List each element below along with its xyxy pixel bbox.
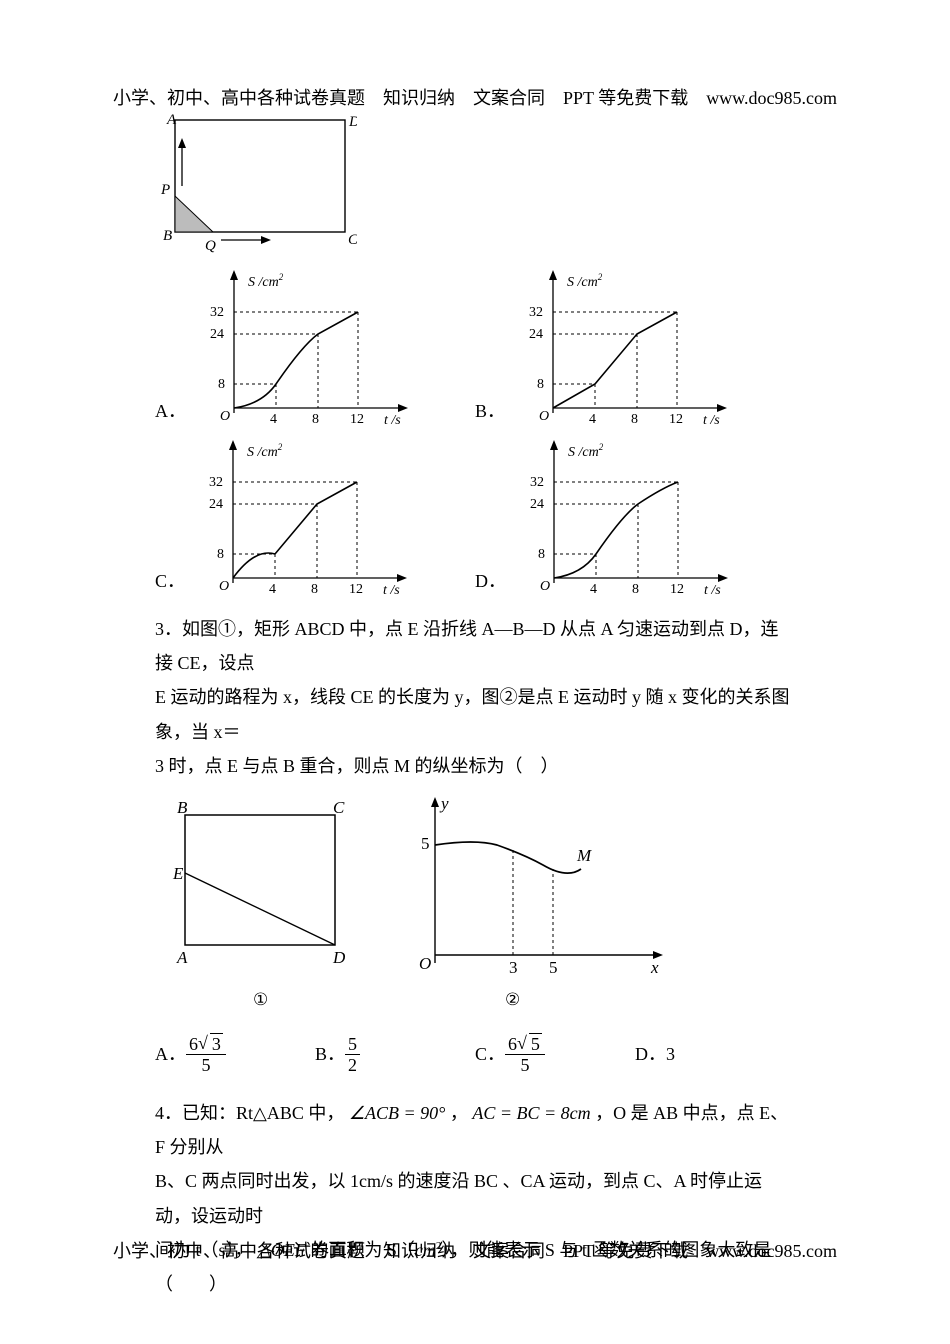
q3-line3: 3 时，点 E 与点 B 重合，则点 M 的纵坐标为（ ） [155, 756, 559, 776]
svg-text:4: 4 [590, 582, 597, 597]
opt-A: A． O S /cm2 t /s 8 24 [155, 268, 475, 428]
svg-text:O: O [540, 579, 550, 594]
opt-C: C． O S /cm2 t /s 8 24 32 [155, 438, 475, 598]
q3-opt-C: C． 65 5 [475, 1035, 635, 1074]
chart-C: O S /cm2 t /s 8 24 32 4 8 12 [191, 438, 411, 598]
vertex-A: A [166, 114, 177, 128]
svg-text:12: 12 [350, 412, 364, 427]
page: 小学、初中、高中各种试卷真题 知识归纳 文案合同 PPT 等免费下载 www.d… [0, 0, 950, 1344]
opt-row-2: C． O S /cm2 t /s 8 24 32 [155, 438, 795, 598]
svg-text:②: ② [505, 990, 520, 1009]
svg-text:O: O [539, 409, 549, 424]
svg-text:t /s: t /s [703, 413, 720, 428]
svg-text:t /s: t /s [383, 583, 400, 598]
q3-options: A． 63 5 B． 5 2 C． 65 5 [155, 1035, 795, 1074]
svg-text:O: O [220, 409, 230, 424]
svg-text:4: 4 [270, 412, 277, 427]
svg-text:4: 4 [269, 582, 276, 597]
svg-text:5: 5 [421, 834, 430, 853]
opt-B: B． O S /cm2 t /s 8 24 32 [475, 268, 795, 428]
q3-C-label: C． [475, 1040, 505, 1069]
svg-text:8: 8 [537, 377, 544, 392]
q3-opt-B: B． 5 2 [315, 1035, 475, 1074]
svg-text:32: 32 [529, 305, 543, 320]
svg-text:C: C [333, 798, 345, 817]
q3-D-label: D． [635, 1040, 666, 1069]
svg-text:y: y [439, 795, 449, 813]
chart-A: O S /cm2 t /s 8 24 32 4 8 12 [192, 268, 412, 428]
svg-text:S /cm2: S /cm2 [248, 272, 284, 290]
chart-D: O S /cm2 t /s 8 24 32 4 8 12 [512, 438, 732, 598]
q3-svg: B C E A D ① O y x 5 [155, 795, 675, 1025]
svg-text:S /cm2: S /cm2 [567, 272, 603, 290]
q3-line2: E 运动的路程为 x，线段 CE 的长度为 y，图②是点 E 运动时 y 随 x… [155, 687, 790, 741]
svg-text:8: 8 [311, 582, 318, 597]
q4-text: 4．已知：Rt△ABC 中， ∠ACB = 90° ， AC = BC = 8c… [155, 1096, 795, 1301]
svg-text:M: M [576, 846, 592, 865]
svg-text:O: O [419, 954, 431, 973]
svg-text:t /s: t /s [384, 413, 401, 428]
q4-angle: ∠ACB = 90° [349, 1103, 445, 1123]
svg-text:32: 32 [210, 305, 224, 320]
svg-text:4: 4 [589, 412, 596, 427]
opt-A-label: A． [155, 397, 186, 428]
svg-text:24: 24 [209, 497, 223, 512]
q3-opt-D: D． 3 [635, 1040, 795, 1069]
svg-text:12: 12 [669, 412, 683, 427]
q3-line1: 3．如图①，矩形 ABCD 中，点 E 沿折线 A—B—D 从点 A 匀速运动到… [155, 619, 779, 673]
q4-eq: AC = BC = 8cm [472, 1103, 590, 1123]
q2-options: A． O S /cm2 t /s 8 24 [155, 268, 795, 598]
svg-text:24: 24 [210, 327, 224, 342]
vertex-C: C [348, 232, 357, 248]
vertex-P: P [160, 182, 170, 198]
svg-text:3: 3 [509, 958, 518, 977]
svg-text:①: ① [253, 990, 268, 1009]
vertex-Q: Q [205, 238, 216, 254]
svg-text:8: 8 [218, 377, 225, 392]
q3-opt-A: A． 63 5 [155, 1035, 315, 1074]
figure-rectangle-apq: A D B C P Q [157, 114, 795, 254]
page-body: A D B C P Q A． [155, 112, 795, 1301]
svg-text:24: 24 [530, 497, 544, 512]
opt-B-label: B． [475, 397, 505, 428]
q3-B-label: B． [315, 1040, 345, 1069]
page-header: 小学、初中、高中各种试卷真题 知识归纳 文案合同 PPT 等免费下载 www.d… [0, 84, 950, 113]
svg-text:S /cm2: S /cm2 [568, 442, 604, 460]
q3-A-label: A． [155, 1040, 186, 1069]
svg-text:x: x [650, 958, 659, 977]
svg-text:A: A [176, 948, 188, 967]
svg-text:8: 8 [538, 547, 545, 562]
svg-text:32: 32 [209, 475, 223, 490]
opt-D: D． O S /cm2 t /s 8 24 32 [475, 438, 795, 598]
chart-B: O S /cm2 t /s 8 24 32 4 8 12 [511, 268, 731, 428]
svg-text:E: E [172, 864, 184, 883]
svg-text:8: 8 [217, 547, 224, 562]
vertex-D: D [348, 114, 357, 130]
q4-c1: ， [450, 1103, 468, 1123]
opt-C-label: C． [155, 567, 185, 598]
opt-row-1: A． O S /cm2 t /s 8 24 [155, 268, 795, 428]
svg-text:8: 8 [631, 412, 638, 427]
svg-text:S /cm2: S /cm2 [247, 442, 283, 460]
vertex-B: B [163, 228, 172, 244]
q4-l1a: 4．已知：Rt△ABC 中， [155, 1103, 344, 1123]
svg-text:12: 12 [670, 582, 684, 597]
rect-svg: A D B C P Q [157, 114, 357, 254]
svg-text:5: 5 [549, 958, 558, 977]
svg-text:D: D [332, 948, 346, 967]
svg-text:t /s: t /s [704, 583, 721, 598]
opt-D-label: D． [475, 567, 506, 598]
svg-text:24: 24 [529, 327, 543, 342]
svg-text:8: 8 [312, 412, 319, 427]
svg-text:O: O [219, 579, 229, 594]
page-footer: 小学、初中、高中各种试卷真题 知识归纳 文案合同 PPT 等免费下载 www.d… [0, 1237, 950, 1266]
q4-l2: B、C 两点同时出发，以 1cm/s 的速度沿 BC 、CA 运动，到点 C、A… [155, 1171, 762, 1225]
svg-text:12: 12 [349, 582, 363, 597]
svg-text:32: 32 [530, 475, 544, 490]
q3-figures: B C E A D ① O y x 5 [155, 795, 795, 1025]
svg-text:B: B [177, 798, 188, 817]
svg-text:8: 8 [632, 582, 639, 597]
q3-text: 3．如图①，矩形 ABCD 中，点 E 沿折线 A—B—D 从点 A 匀速运动到… [155, 612, 795, 783]
